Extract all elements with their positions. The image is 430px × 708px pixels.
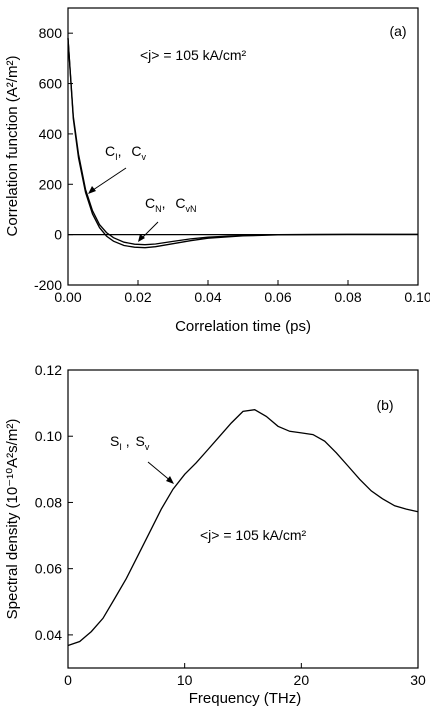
label-cn-cvn: CN, CvN	[145, 195, 197, 214]
x-tick-label: 20	[294, 672, 310, 688]
panel-b-frame	[67, 369, 419, 669]
panel-a-x-label: Correlation time (ps)	[175, 318, 311, 335]
panel-b-y-ticks: 0.04 0.06 0.08 0.10 0.12	[35, 362, 73, 643]
y-tick-label: 800	[39, 25, 63, 41]
panel-b-series	[67, 409, 419, 647]
label-si-sv: SI , Sv	[110, 433, 150, 452]
series-line-a-0	[67, 38, 418, 246]
y-tick-label: 0.10	[35, 428, 62, 444]
y-tick-label: 0.06	[35, 561, 62, 577]
x-tick-label: 0	[64, 672, 72, 688]
x-tick-label: 0.00	[54, 289, 81, 305]
panel-b-x-label: Frequency (THz)	[189, 690, 302, 707]
x-tick-label: 0.06	[264, 289, 291, 305]
x-tick-label: 0.10	[404, 289, 430, 305]
panel-a-label: (a)	[389, 23, 406, 39]
panel-a-y-label: Correlation function (A²/m²)	[4, 56, 21, 237]
panel-b-annotation: <j> = 105 kA/cm²	[200, 527, 307, 543]
panel-a-frame	[67, 7, 419, 286]
panel-b-label: (b)	[376, 397, 393, 413]
panel-b-y-label: Spectral density (10⁻¹⁰A²s/m²)	[4, 419, 21, 620]
x-tick-label: 10	[177, 672, 193, 688]
series-line-a-1	[67, 38, 418, 249]
arrowhead-ci-cv	[88, 186, 96, 194]
arrow-ci-cv	[89, 167, 127, 193]
y-tick-label: 400	[39, 126, 63, 142]
panel-b-x-ticks: 0 10 20 30	[64, 663, 426, 688]
x-tick-label: 0.02	[124, 289, 151, 305]
panel-a-series	[67, 38, 418, 249]
x-tick-label: 30	[410, 672, 426, 688]
y-tick-label: 0.12	[35, 362, 62, 378]
panel-a-y-ticks: -200 0 200 400 600 800	[34, 25, 73, 293]
y-tick-label: 600	[39, 76, 63, 92]
arrowhead-si-sv	[166, 476, 174, 484]
x-tick-label: 0.08	[334, 289, 361, 305]
y-tick-label: 200	[39, 176, 63, 192]
panel-a: 0.00 0.02 0.04 0.06 0.08 0.10 -200 0 200 400 600 8…	[4, 7, 430, 335]
y-tick-label: 0.08	[35, 494, 62, 510]
panel-b: 0 10 20 30 0.04 0.06 0.08 0.10 0.12 (b) <j> = 1…	[4, 362, 426, 707]
series-line-b-0	[67, 409, 419, 647]
panel-a-annotation: <j> = 105 kA/cm²	[140, 47, 247, 63]
arrowhead-cn-cvn	[138, 234, 145, 242]
label-ci-cv: CI, Cv	[105, 143, 147, 162]
panel-a-x-ticks: 0.00 0.02 0.04 0.06 0.08 0.10	[54, 280, 430, 305]
y-tick-label: 0	[54, 227, 62, 243]
y-tick-label: 0.04	[35, 627, 62, 643]
x-tick-label: 0.04	[194, 289, 221, 305]
y-tick-label: -200	[34, 277, 62, 293]
